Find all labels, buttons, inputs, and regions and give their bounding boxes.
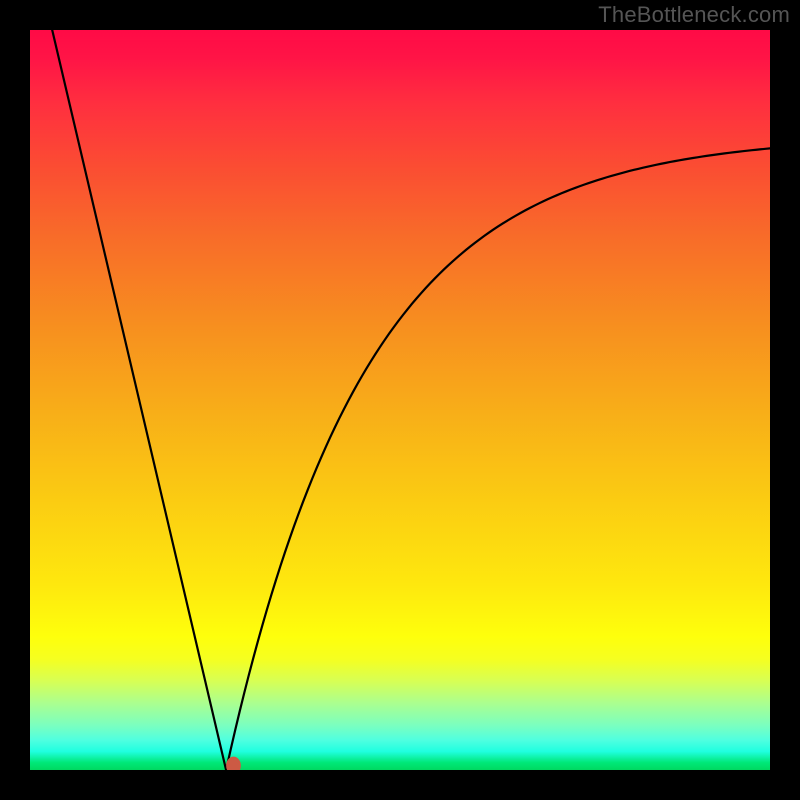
frame: TheBottleneck.com — [0, 0, 800, 800]
bottleneck-chart — [30, 30, 770, 770]
watermark-text: TheBottleneck.com — [598, 2, 790, 28]
gradient-background — [30, 30, 770, 770]
